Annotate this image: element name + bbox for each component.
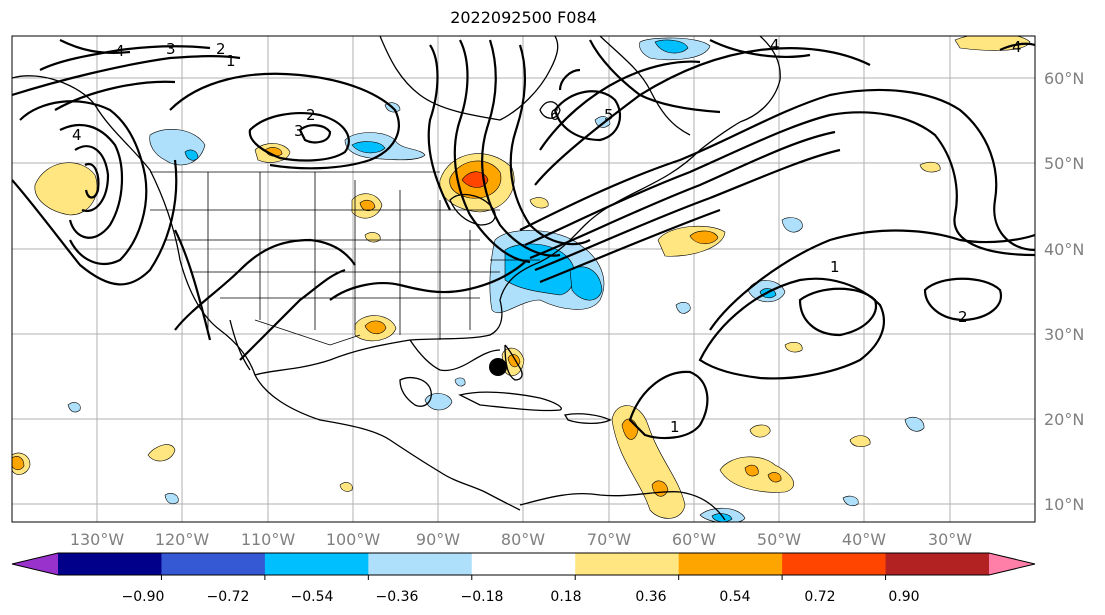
contour-label: 3 [294, 122, 304, 140]
lat-label: 20°N [1044, 410, 1084, 429]
colorbar-segment [161, 553, 266, 575]
colorbar-tick-label: 0.36 [635, 589, 666, 605]
storm-center-marker [489, 358, 507, 376]
contour-label: 2 [306, 106, 316, 124]
political-borders [150, 171, 540, 346]
longitude-labels: 130°W 120°W 110°W 100°W 90°W 80°W 70°W 6… [70, 530, 972, 549]
colorbar-outline [11, 552, 1036, 576]
lon-label: 100°W [326, 530, 381, 549]
lat-label: 50°N [1044, 154, 1084, 173]
lat-label: 40°N [1044, 240, 1084, 259]
contour-label: 5 [604, 106, 614, 124]
lon-label: 70°W [587, 530, 631, 549]
colorbar-extend-low [12, 553, 58, 575]
colorbar-segment [782, 553, 887, 575]
lon-label: 30°W [928, 530, 972, 549]
colorbar-segment [575, 553, 680, 575]
map-title: 2022092500 F084 [450, 8, 597, 27]
contour-label: 4 [770, 36, 780, 54]
colorbar-tick-labels: −0.90 −0.72 −0.54 −0.36 −0.18 0.18 0.36 … [122, 589, 920, 605]
contour-lines [12, 39, 1035, 440]
coastlines [12, 36, 781, 521]
lon-label: 130°W [70, 530, 125, 549]
lon-label: 40°W [842, 530, 886, 549]
lon-label: 110°W [241, 530, 296, 549]
colorbar-tick-label: −0.54 [291, 589, 334, 605]
latitude-labels: 60°N 50°N 40°N 30°N 20°N 10°N [1044, 69, 1084, 514]
contour-label: 4 [1012, 38, 1022, 56]
colorbar-tick-label: 0.90 [888, 589, 919, 605]
colorbar-extend-high [989, 553, 1035, 575]
lat-label: 10°N [1044, 495, 1084, 514]
contour-label: 2 [216, 40, 226, 58]
lat-label: 30°N [1044, 325, 1084, 344]
contour-label-group: 4 3 2 1 4 3 2 6 5 4 1 2 1 4 [72, 36, 1022, 436]
colorbar-tick-label: 0.54 [719, 589, 750, 605]
colorbar [11, 552, 1036, 580]
colorbar-segment [885, 553, 990, 575]
colorbar-segment [58, 553, 162, 575]
colorbar-tick-label: −0.72 [207, 589, 250, 605]
colorbar-segment [368, 553, 473, 575]
shaded-field [12, 36, 1031, 522]
lon-label: 120°W [155, 530, 210, 549]
lon-label: 60°W [672, 530, 716, 549]
contour-label: 4 [72, 126, 82, 144]
contour-label: 1 [670, 418, 680, 436]
colorbar-tick-label: −0.90 [122, 589, 165, 605]
colorbar-tick-label: 0.72 [804, 589, 835, 605]
contour-label: 6 [550, 106, 560, 124]
contour-label: 1 [226, 52, 236, 70]
contour-label: 1 [830, 258, 840, 276]
colorbar-tick-label: −0.36 [376, 589, 419, 605]
lon-label: 90°W [416, 530, 460, 549]
colorbar-segment [471, 553, 576, 575]
lat-label: 60°N [1044, 69, 1084, 88]
contour-label: 4 [115, 42, 125, 60]
map-frame [11, 35, 1036, 523]
colorbar-tick-label: −0.18 [461, 589, 504, 605]
colorbar-tick-label: 0.18 [550, 589, 581, 605]
lon-label: 80°W [501, 530, 545, 549]
colorbar-segment [264, 553, 369, 575]
colorbar-segment [678, 553, 783, 575]
lon-label: 50°W [757, 530, 801, 549]
contour-label: 2 [958, 308, 968, 326]
contour-label: 3 [166, 40, 176, 58]
